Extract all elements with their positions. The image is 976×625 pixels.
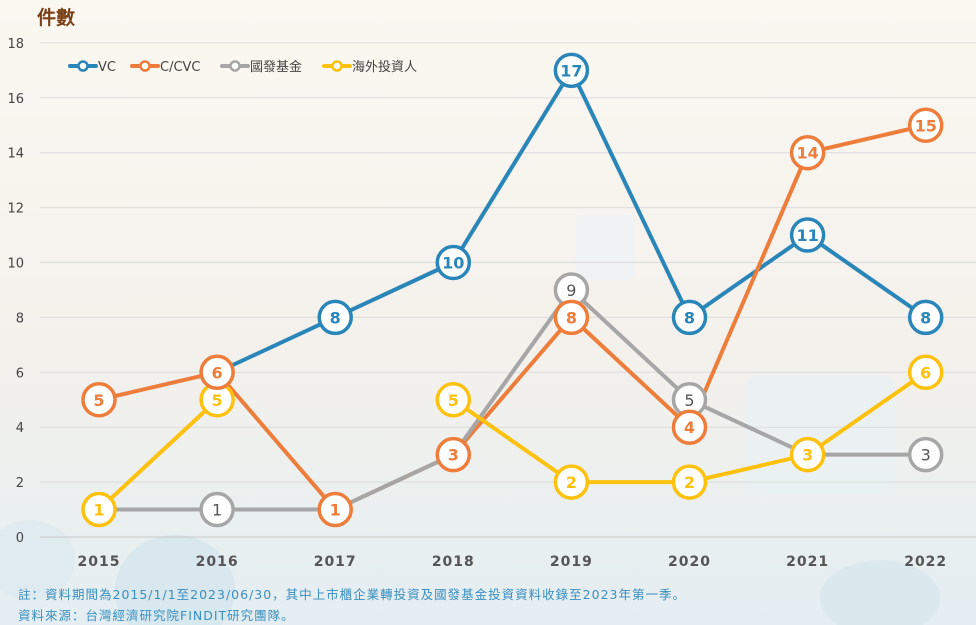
data-point-marker	[789, 134, 826, 171]
data-label: 5	[448, 391, 459, 410]
x-tick-label: 2019	[550, 554, 593, 570]
data-label: 15	[915, 116, 937, 135]
y-tick-label: 10	[7, 257, 24, 272]
y-axis-title: 件數	[37, 6, 75, 29]
x-tick-label: 2015	[78, 554, 121, 570]
data-point-marker	[199, 491, 235, 528]
data-point-marker	[671, 464, 708, 500]
data-point-marker	[317, 299, 353, 336]
data-point-marker	[907, 436, 944, 473]
chart-legend: VC C/CVC 國發基金 海外投資人	[68, 59, 417, 75]
data-label: 5	[212, 391, 223, 410]
data-label: 14	[796, 144, 818, 163]
data-point-marker	[671, 299, 708, 336]
data-point-marker	[435, 436, 472, 473]
data-label: 2	[684, 473, 695, 492]
chart-grid	[40, 42, 976, 538]
legend-label: 國發基金	[250, 59, 302, 75]
data-point-marker	[553, 464, 590, 500]
y-tick-label: 18	[7, 37, 24, 52]
x-tick-label: 2018	[432, 554, 475, 570]
data-label: 8	[330, 308, 341, 327]
legend-label: 海外投資人	[352, 59, 417, 75]
data-label: 6	[920, 363, 931, 382]
data-label: 1	[93, 501, 104, 520]
data-point-marker	[553, 52, 590, 89]
data-label: 8	[920, 308, 931, 327]
x-tick-label: 2016	[196, 554, 239, 570]
series-line	[97, 123, 928, 512]
data-label: 3	[802, 446, 813, 465]
data-point-marker	[907, 107, 944, 143]
data-point-marker	[907, 299, 944, 336]
data-label: 8	[566, 308, 577, 327]
data-point-marker	[199, 354, 235, 391]
legend-label: C/CVC	[160, 60, 201, 75]
data-label: 11	[796, 226, 818, 245]
y-tick-label: 4	[16, 421, 24, 436]
y-tick-label: 8	[16, 311, 24, 326]
data-point-marker	[671, 409, 708, 445]
data-label: 1	[212, 501, 222, 520]
data-point-marker	[81, 382, 117, 418]
data-label: 9	[566, 281, 576, 300]
data-label: 4	[684, 418, 695, 437]
data-point-marker	[435, 382, 472, 418]
x-tick-label: 2017	[314, 554, 357, 570]
series-line	[97, 287, 928, 512]
data-point-marker	[789, 436, 826, 473]
data-label: 5	[684, 391, 694, 410]
y-tick-label: 14	[7, 147, 24, 162]
legend-swatch-marker	[229, 60, 241, 72]
data-label: 3	[448, 446, 459, 465]
data-label: 10	[442, 254, 464, 273]
source-note: 資料來源：台灣經濟研究院FINDIT研究團隊。	[18, 608, 295, 623]
y-tick-label: 2	[16, 476, 24, 491]
data-label: 8	[684, 308, 695, 327]
legend-label: VC	[98, 60, 116, 75]
data-label: 3	[921, 446, 931, 465]
legend-swatch-marker	[77, 60, 89, 72]
data-point-marker	[317, 491, 353, 528]
legend-swatch-marker	[139, 60, 151, 72]
data-point-marker	[81, 491, 117, 528]
data-point-marker	[789, 217, 826, 253]
data-label: 2	[566, 473, 577, 492]
y-tick-label: 16	[7, 92, 24, 107]
data-point-marker	[907, 354, 944, 391]
y-tick-label: 6	[16, 366, 24, 381]
data-point-marker	[435, 244, 472, 281]
data-label: 5	[93, 391, 104, 410]
y-tick-label: 12	[7, 202, 24, 217]
legend-swatch-marker	[331, 60, 343, 72]
footnote: 註：資料期間為2015/1/1至2023/06/30，其中上市櫃企業轉投資及國發…	[18, 587, 686, 602]
data-label: 17	[560, 61, 582, 80]
series-line	[97, 397, 220, 512]
data-label: 1	[330, 501, 341, 520]
x-tick-label: 2022	[904, 554, 947, 570]
x-tick-label: 2020	[668, 554, 711, 570]
data-point-marker	[553, 299, 590, 336]
background-decoration	[0, 215, 940, 625]
x-tick-label: 2021	[786, 554, 829, 570]
data-label: 6	[212, 363, 223, 382]
y-tick-label: 0	[16, 531, 24, 546]
